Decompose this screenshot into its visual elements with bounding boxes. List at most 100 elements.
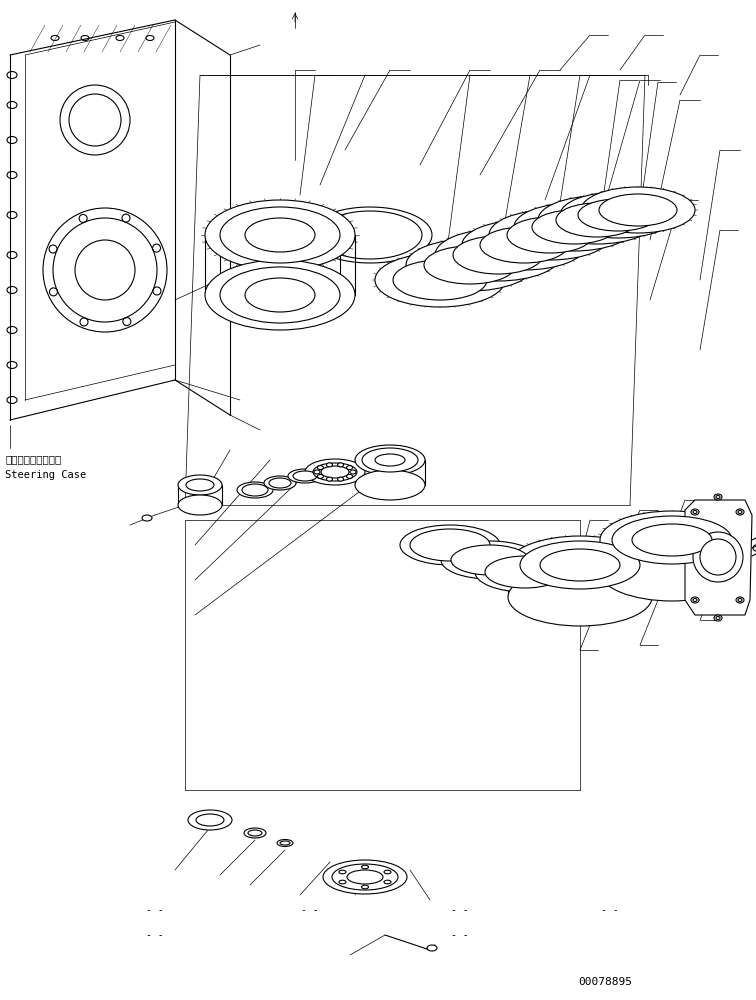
Ellipse shape — [693, 532, 743, 582]
Ellipse shape — [485, 556, 565, 588]
Ellipse shape — [540, 549, 620, 581]
Ellipse shape — [406, 239, 534, 291]
Ellipse shape — [600, 511, 744, 569]
Text: - -: - - — [601, 905, 619, 915]
Ellipse shape — [700, 539, 736, 575]
Ellipse shape — [339, 880, 346, 884]
Ellipse shape — [632, 524, 712, 556]
Ellipse shape — [375, 253, 505, 307]
Ellipse shape — [318, 474, 324, 478]
Ellipse shape — [220, 207, 340, 263]
Ellipse shape — [293, 471, 317, 481]
Text: - -: - - — [451, 905, 469, 915]
Ellipse shape — [327, 477, 333, 481]
Text: - -: - - — [301, 905, 319, 915]
Ellipse shape — [693, 510, 697, 514]
Ellipse shape — [186, 479, 214, 491]
Ellipse shape — [305, 459, 365, 485]
Ellipse shape — [693, 598, 697, 601]
Ellipse shape — [508, 568, 652, 626]
Ellipse shape — [242, 484, 268, 496]
Ellipse shape — [475, 552, 575, 592]
Ellipse shape — [716, 495, 720, 498]
Ellipse shape — [178, 475, 222, 495]
Ellipse shape — [355, 445, 425, 475]
Ellipse shape — [347, 870, 383, 884]
Ellipse shape — [339, 870, 346, 874]
Ellipse shape — [248, 830, 262, 836]
Ellipse shape — [244, 828, 266, 838]
Ellipse shape — [507, 217, 593, 253]
Ellipse shape — [462, 220, 586, 270]
Ellipse shape — [714, 615, 722, 621]
Ellipse shape — [612, 516, 732, 564]
Text: 00078895: 00078895 — [578, 977, 632, 987]
Ellipse shape — [581, 187, 695, 233]
Ellipse shape — [188, 810, 232, 830]
Ellipse shape — [269, 478, 291, 488]
Ellipse shape — [691, 597, 699, 603]
Ellipse shape — [313, 463, 357, 481]
Ellipse shape — [384, 880, 391, 884]
Text: - -: - - — [451, 930, 469, 940]
Polygon shape — [685, 500, 752, 615]
Ellipse shape — [532, 210, 616, 244]
Ellipse shape — [410, 529, 490, 561]
Ellipse shape — [314, 470, 320, 474]
Ellipse shape — [346, 466, 352, 470]
Ellipse shape — [451, 545, 529, 575]
Ellipse shape — [736, 509, 744, 515]
Ellipse shape — [220, 267, 340, 323]
Ellipse shape — [350, 470, 356, 474]
Ellipse shape — [361, 865, 368, 869]
Ellipse shape — [441, 541, 539, 579]
Ellipse shape — [142, 515, 152, 521]
Ellipse shape — [435, 229, 561, 281]
Ellipse shape — [738, 598, 742, 601]
Ellipse shape — [538, 196, 656, 244]
Ellipse shape — [280, 841, 290, 845]
Ellipse shape — [264, 476, 296, 490]
Ellipse shape — [205, 200, 355, 270]
Ellipse shape — [453, 236, 543, 274]
Ellipse shape — [393, 260, 487, 300]
Ellipse shape — [599, 194, 677, 226]
Ellipse shape — [327, 463, 333, 467]
Ellipse shape — [375, 454, 405, 466]
Ellipse shape — [245, 278, 315, 312]
Ellipse shape — [346, 474, 352, 478]
Ellipse shape — [556, 203, 638, 237]
Ellipse shape — [288, 469, 322, 483]
Ellipse shape — [361, 885, 368, 889]
Ellipse shape — [245, 218, 315, 252]
Text: Steering Case: Steering Case — [5, 470, 86, 480]
Text: - -: - - — [146, 930, 164, 940]
Text: - -: - - — [146, 905, 164, 915]
Ellipse shape — [600, 543, 744, 601]
Ellipse shape — [714, 494, 722, 500]
Ellipse shape — [520, 541, 640, 589]
Ellipse shape — [321, 466, 349, 478]
Ellipse shape — [362, 448, 418, 472]
Ellipse shape — [736, 597, 744, 603]
Ellipse shape — [355, 470, 425, 500]
Ellipse shape — [424, 246, 516, 284]
Ellipse shape — [480, 227, 568, 263]
Ellipse shape — [578, 199, 658, 231]
Ellipse shape — [338, 463, 343, 467]
Ellipse shape — [332, 864, 398, 890]
Ellipse shape — [205, 260, 355, 330]
Ellipse shape — [237, 482, 273, 498]
Ellipse shape — [178, 495, 222, 515]
Ellipse shape — [196, 814, 224, 826]
Ellipse shape — [277, 840, 293, 846]
Ellipse shape — [514, 203, 634, 251]
Ellipse shape — [508, 536, 652, 594]
Ellipse shape — [400, 525, 500, 565]
Text: ステアリングケース: ステアリングケース — [5, 454, 61, 464]
Ellipse shape — [318, 466, 324, 470]
Ellipse shape — [716, 616, 720, 619]
Ellipse shape — [427, 945, 437, 951]
Ellipse shape — [323, 860, 407, 894]
Ellipse shape — [489, 210, 611, 260]
